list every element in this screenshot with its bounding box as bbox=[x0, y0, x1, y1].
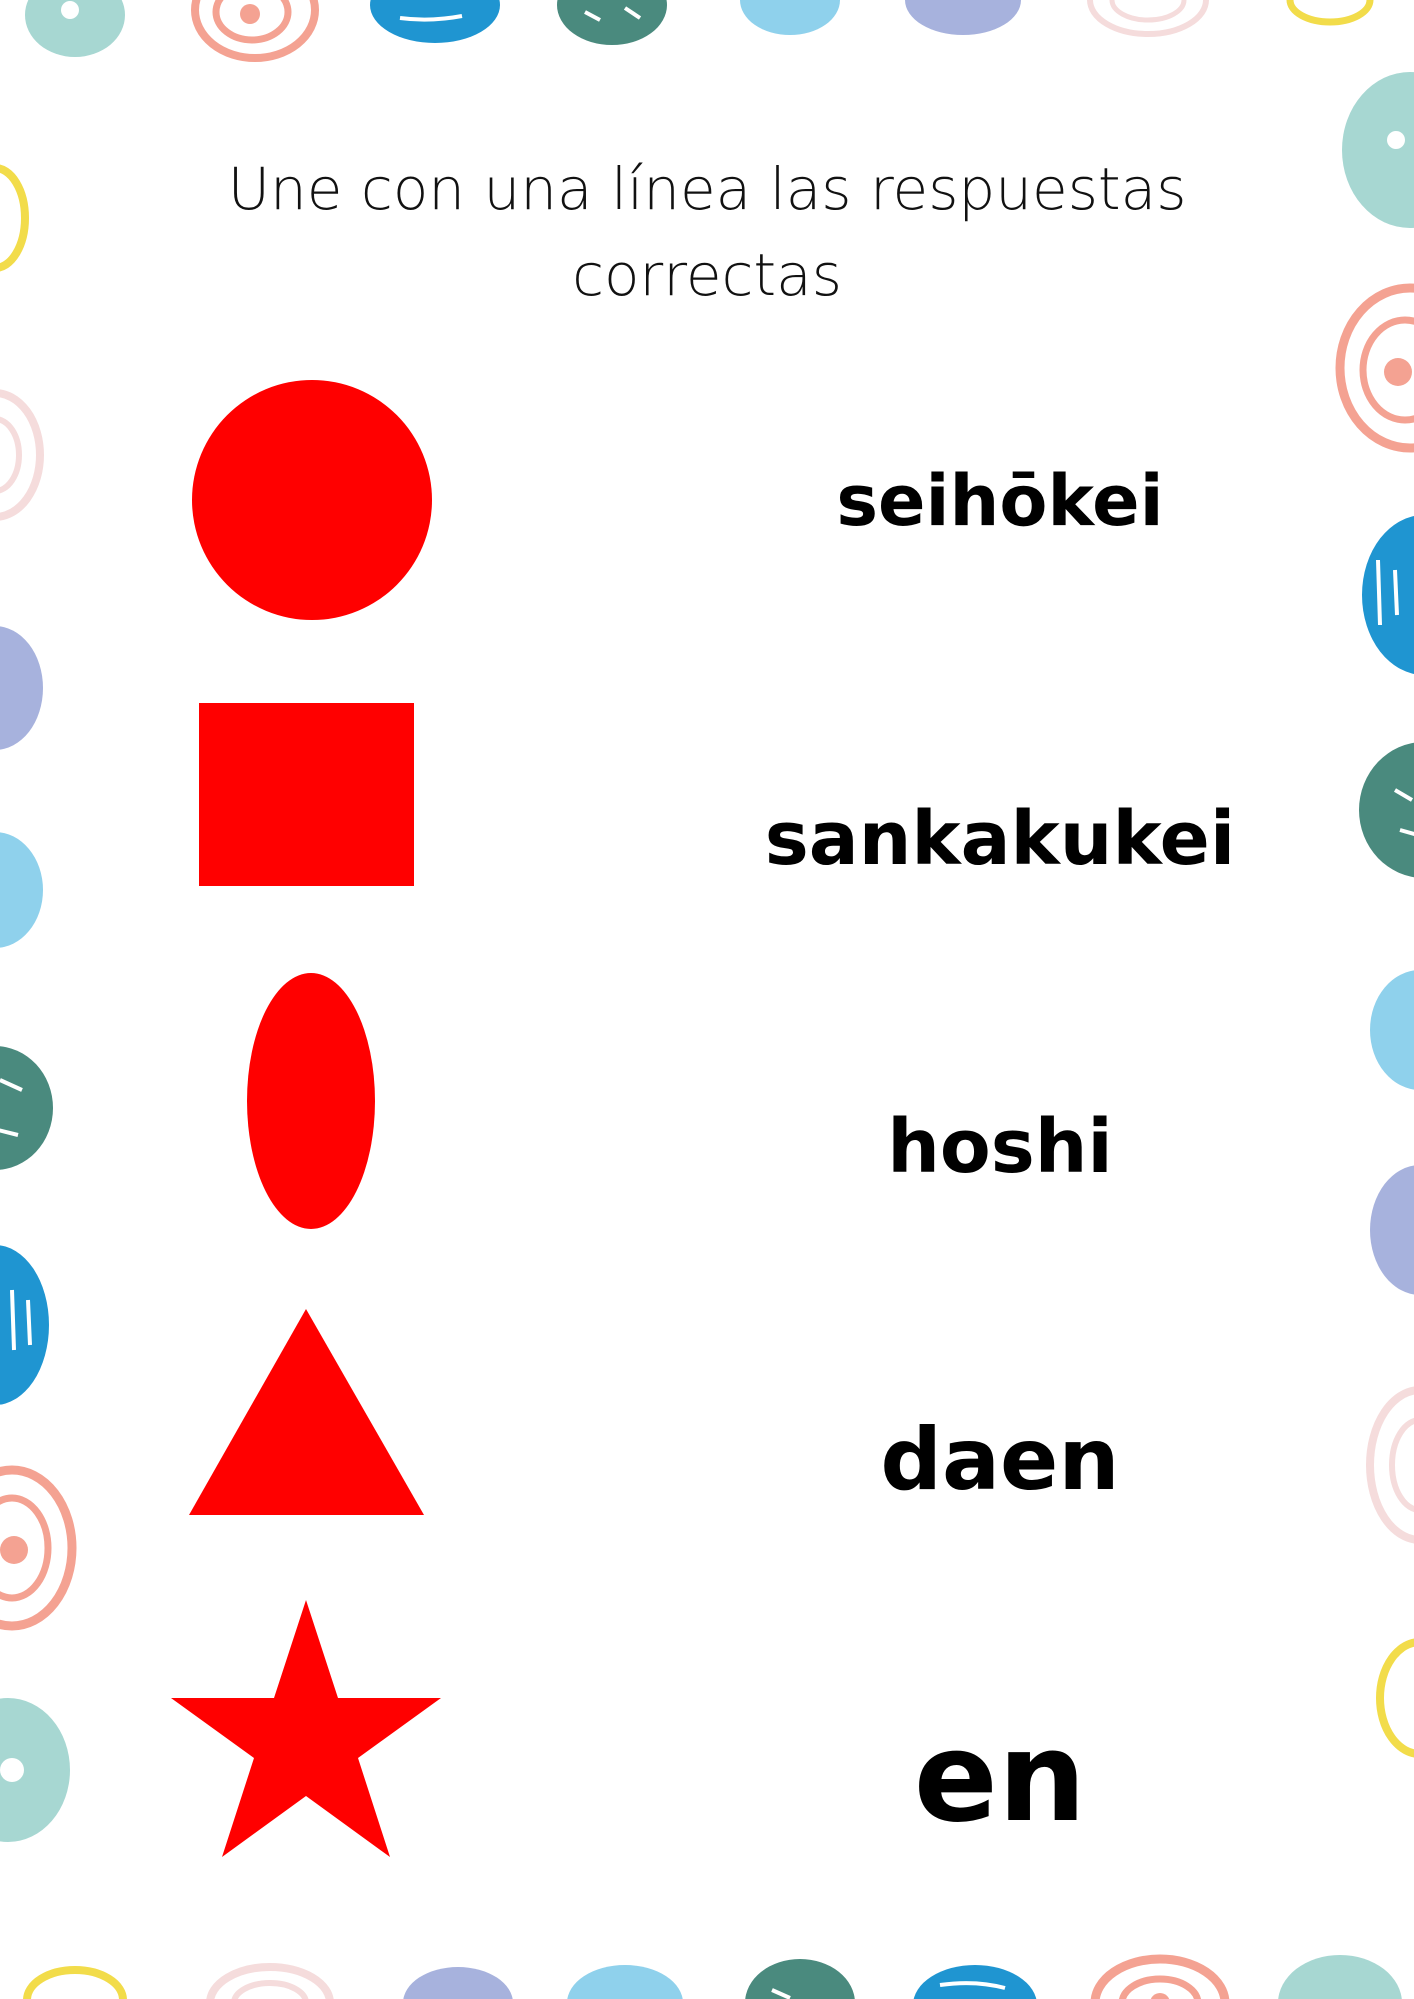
blob-icon bbox=[1359, 742, 1414, 878]
spiral-icon bbox=[1090, 1954, 1230, 1999]
word-en: en bbox=[913, 1706, 1087, 1850]
blob-icon bbox=[913, 1965, 1037, 1999]
blob-icon bbox=[1370, 970, 1414, 1090]
spiral-icon bbox=[0, 389, 44, 521]
ring-icon bbox=[23, 1966, 127, 1999]
blob-icon bbox=[370, 0, 500, 43]
blob-icon bbox=[403, 1967, 513, 1999]
word-seihokei: seihōkei bbox=[836, 460, 1164, 542]
word-sankakukei: sankakukei bbox=[764, 796, 1236, 882]
circle-shape bbox=[192, 380, 432, 620]
blob-icon bbox=[25, 0, 125, 57]
word-hoshi: hoshi bbox=[887, 1104, 1113, 1190]
blob-icon bbox=[745, 1959, 855, 1999]
blob-icon bbox=[0, 1046, 53, 1170]
star-shape bbox=[171, 1600, 441, 1857]
blob-icon bbox=[0, 832, 43, 948]
blob-icon bbox=[0, 626, 43, 750]
blob-icon bbox=[740, 0, 840, 35]
ellipse-shape bbox=[247, 973, 375, 1229]
spiral-icon bbox=[1335, 283, 1414, 453]
word-daen: daen bbox=[880, 1410, 1120, 1510]
spiral-icon bbox=[1366, 1386, 1414, 1544]
spiral-icon bbox=[191, 0, 319, 62]
instruction-heading: Une con una línea las respuestas correct… bbox=[227, 155, 1187, 309]
spiral-icon bbox=[0, 1465, 77, 1631]
blob-icon bbox=[1362, 516, 1414, 674]
blob-icon bbox=[1278, 1955, 1402, 1999]
spiral-icon bbox=[1087, 0, 1209, 37]
blob-icon bbox=[1342, 72, 1414, 228]
blob-icon bbox=[567, 1965, 683, 1999]
blob-icon bbox=[905, 0, 1021, 35]
square-shape bbox=[199, 703, 414, 886]
blob-icon bbox=[557, 0, 667, 45]
ring-icon bbox=[0, 164, 29, 272]
spiral-icon bbox=[206, 1963, 334, 1999]
ring-icon bbox=[1286, 0, 1374, 26]
blob-icon bbox=[1370, 1165, 1414, 1295]
blob-icon bbox=[0, 1245, 49, 1405]
triangle-shape bbox=[189, 1309, 424, 1515]
blob-icon bbox=[0, 1698, 70, 1842]
ring-icon bbox=[1376, 1638, 1414, 1758]
